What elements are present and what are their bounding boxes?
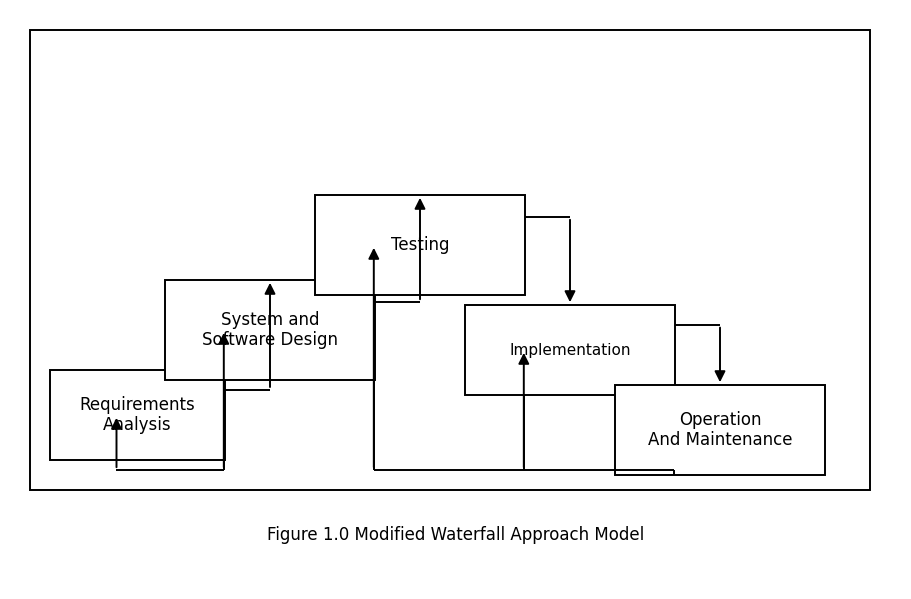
Bar bbox=[614, 385, 824, 475]
Bar bbox=[165, 280, 374, 380]
Text: Operation
And Maintenance: Operation And Maintenance bbox=[647, 410, 792, 449]
Text: System and
Software Design: System and Software Design bbox=[201, 311, 338, 349]
Bar bbox=[50, 370, 225, 460]
Text: Testing: Testing bbox=[390, 236, 449, 254]
Text: Requirements
Analysis: Requirements Analysis bbox=[79, 395, 195, 434]
Text: Figure 1.0 Modified Waterfall Approach Model: Figure 1.0 Modified Waterfall Approach M… bbox=[267, 526, 644, 544]
Bar bbox=[314, 195, 525, 295]
Bar bbox=[465, 305, 674, 395]
Text: Implementation: Implementation bbox=[508, 343, 630, 358]
Bar bbox=[30, 30, 869, 490]
